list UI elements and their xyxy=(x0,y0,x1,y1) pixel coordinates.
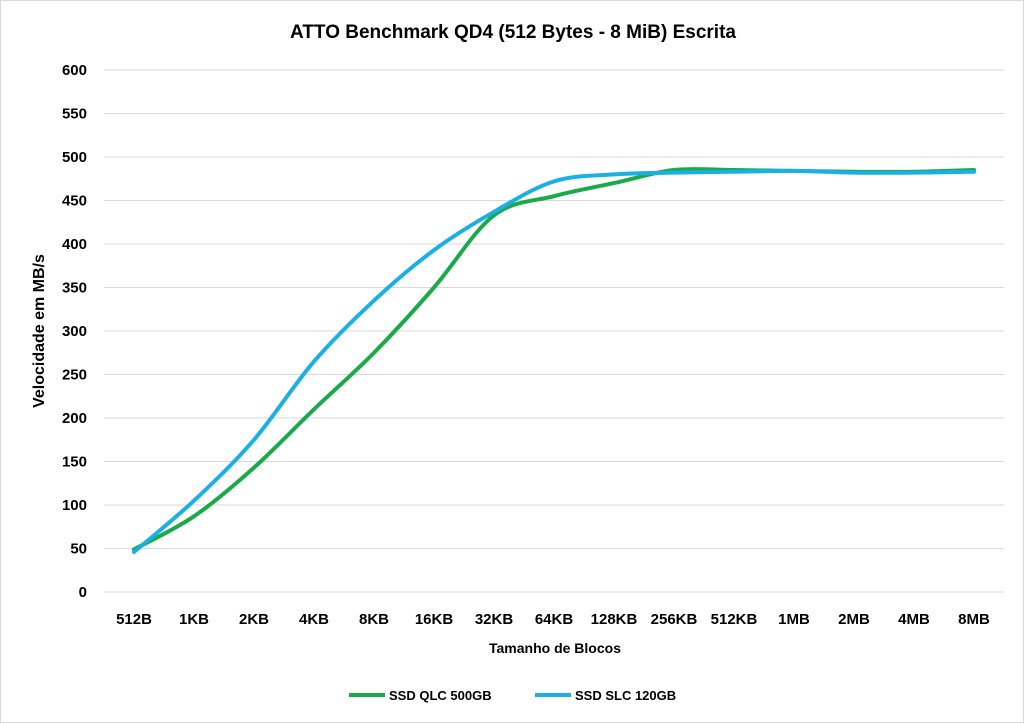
y-tick-label: 200 xyxy=(62,410,87,427)
y-axis-ticks: 0 50 100 150 200 250 300 350 400 450 500 550 600 xyxy=(62,62,87,601)
series-line-ssd-slc-120gb xyxy=(132,168,976,554)
x-tick-label: 8KB xyxy=(359,611,389,628)
y-tick-label: 400 xyxy=(62,236,87,253)
x-tick-label: 512KB xyxy=(711,611,758,628)
x-tick-label: 1MB xyxy=(778,611,810,628)
y-tick-label: 600 xyxy=(62,62,87,79)
x-tick-label: 512B xyxy=(116,611,152,628)
y-tick-label: 450 xyxy=(62,193,87,210)
x-axis-label: Tamanho de Blocos xyxy=(489,640,621,656)
legend-label: SSD SLC 120GB xyxy=(575,688,676,703)
x-tick-label: 2KB xyxy=(239,611,269,628)
y-tick-label: 350 xyxy=(62,280,87,297)
y-tick-label: 50 xyxy=(70,541,87,558)
x-axis-ticks: 512B 1KB 2KB 4KB 8KB 16KB 32KB 64KB 128KB 256KB 51… xyxy=(116,611,990,628)
y-tick-label: 150 xyxy=(62,454,87,471)
x-tick-label: 128KB xyxy=(591,611,638,628)
legend: SSD QLC 500GB SSD SLC 120GB xyxy=(349,688,676,703)
y-tick-label: 500 xyxy=(62,149,87,166)
y-tick-label: 550 xyxy=(62,106,87,123)
y-axis-label: Velocidade em MB/s xyxy=(31,254,48,408)
x-tick-label: 32KB xyxy=(475,611,514,628)
y-tick-label: 100 xyxy=(62,497,87,514)
x-tick-label: 2MB xyxy=(838,611,870,628)
x-tick-label: 64KB xyxy=(535,611,574,628)
series-lines xyxy=(132,167,976,554)
x-tick-label: 4MB xyxy=(898,611,930,628)
y-tick-label: 250 xyxy=(62,367,87,384)
y-tick-label: 300 xyxy=(62,323,87,340)
x-tick-label: 256KB xyxy=(651,611,698,628)
x-tick-label: 16KB xyxy=(415,611,454,628)
series-line-ssd-qlc-500gb xyxy=(132,167,976,552)
x-tick-label: 8MB xyxy=(958,611,990,628)
x-tick-label: 1KB xyxy=(179,611,209,628)
chart-title: ATTO Benchmark QD4 (512 Bytes - 8 MiB) E… xyxy=(290,22,736,43)
x-tick-label: 4KB xyxy=(299,611,329,628)
gridlines xyxy=(104,69,1004,593)
y-tick-label: 0 xyxy=(79,584,87,601)
legend-label: SSD QLC 500GB xyxy=(389,688,492,703)
